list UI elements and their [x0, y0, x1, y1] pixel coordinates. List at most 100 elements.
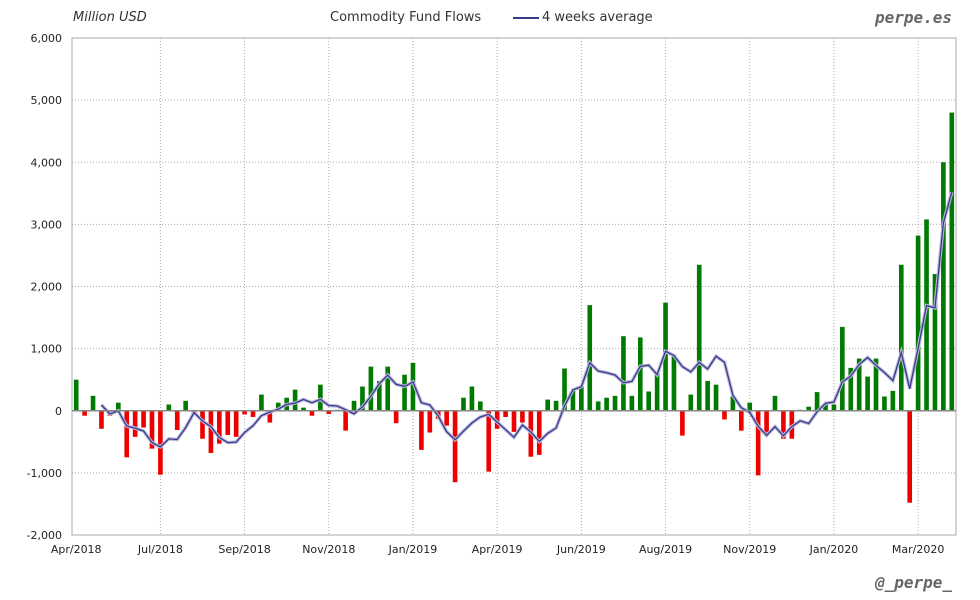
- bar: [301, 407, 306, 411]
- bar: [595, 401, 601, 411]
- bar: [292, 389, 298, 411]
- x-tick-label: Aug/2019: [639, 543, 692, 556]
- bar: [385, 366, 391, 411]
- y-tick-label: 6,000: [31, 32, 63, 45]
- bar: [587, 305, 593, 411]
- y-axis-unit-label: Million USD: [73, 10, 147, 25]
- bar: [351, 400, 357, 411]
- bar: [722, 410, 727, 420]
- bar: [629, 395, 635, 411]
- x-tick-label: Jan/2020: [809, 543, 859, 556]
- x-tick-label: Apr/2019: [472, 543, 523, 556]
- bar: [755, 410, 761, 476]
- x-tick-label: Mar/2020: [892, 543, 944, 556]
- bar: [73, 379, 79, 411]
- y-tick-label: 0: [55, 405, 62, 418]
- brand-watermark: perpe.es: [874, 8, 952, 27]
- bar: [840, 326, 845, 411]
- x-tick-label: Jun/2019: [556, 543, 606, 556]
- bar: [612, 395, 618, 411]
- bar: [949, 112, 955, 411]
- bar: [217, 410, 222, 444]
- x-tick-label: Apr/2018: [51, 543, 102, 556]
- bar: [486, 410, 492, 472]
- x-tick-label: Jul/2018: [137, 543, 183, 556]
- bar: [713, 384, 719, 411]
- bar: [419, 410, 424, 450]
- bar: [149, 410, 155, 449]
- bar: [637, 337, 643, 411]
- bar: [545, 399, 550, 411]
- bar: [705, 380, 710, 411]
- bar: [250, 410, 256, 417]
- bar: [806, 406, 811, 411]
- bar: [553, 400, 559, 411]
- bar: [907, 410, 913, 503]
- bar: [469, 386, 475, 411]
- bar: [764, 410, 769, 434]
- bar: [132, 410, 138, 437]
- bar: [856, 358, 862, 411]
- bar: [158, 410, 163, 475]
- bar: [671, 354, 677, 411]
- legend: 4 weeks average: [513, 10, 653, 25]
- bar: [141, 410, 146, 428]
- bar: [242, 410, 247, 415]
- bar: [511, 410, 517, 432]
- bar: [536, 410, 542, 455]
- bar: [115, 402, 121, 411]
- bar: [941, 162, 946, 411]
- bar: [570, 390, 576, 411]
- bar: [890, 390, 896, 411]
- bar: [932, 274, 938, 411]
- bar: [898, 264, 904, 411]
- bar: [402, 374, 407, 411]
- bar: [621, 336, 626, 411]
- bar: [663, 302, 668, 411]
- bar: [680, 410, 685, 436]
- average-line: [101, 191, 953, 448]
- y-tick-label: 1,000: [31, 343, 63, 356]
- bar: [82, 410, 87, 416]
- bar: [90, 395, 96, 411]
- bar: [503, 410, 508, 417]
- bar: [166, 404, 172, 411]
- bar: [275, 402, 281, 411]
- bar: [343, 410, 348, 431]
- bar: [646, 391, 652, 411]
- bar: [183, 400, 188, 411]
- x-tick-label: Sep/2018: [218, 543, 270, 556]
- bar: [688, 394, 694, 411]
- bar: [410, 362, 416, 411]
- chart-title: Commodity Fund Flows: [330, 10, 482, 25]
- y-tick-label: -1,000: [27, 467, 62, 480]
- bar: [738, 410, 744, 431]
- bar: [562, 368, 567, 411]
- bar: [865, 376, 870, 411]
- bar: [848, 367, 854, 411]
- bar: [452, 410, 458, 483]
- x-tick-label: Nov/2018: [302, 543, 355, 556]
- bar: [461, 397, 466, 411]
- x-tick-label: Nov/2019: [723, 543, 776, 556]
- bar: [772, 395, 778, 411]
- legend-label: 4 weeks average: [542, 10, 653, 25]
- bar: [360, 386, 365, 411]
- y-tick-label: 4,000: [31, 156, 63, 169]
- bar: [730, 396, 736, 411]
- y-tick-label: 2,000: [31, 281, 63, 294]
- bar: [208, 410, 214, 453]
- bar: [747, 402, 753, 411]
- bar: [814, 392, 820, 411]
- bar: [444, 410, 449, 426]
- bar: [823, 404, 828, 411]
- bar: [259, 394, 264, 411]
- bar: [579, 386, 584, 411]
- bar: [924, 219, 929, 411]
- bar: [831, 404, 837, 411]
- bar: [124, 410, 130, 458]
- bar: [915, 235, 921, 411]
- bar: [225, 410, 231, 435]
- bar: [99, 410, 104, 429]
